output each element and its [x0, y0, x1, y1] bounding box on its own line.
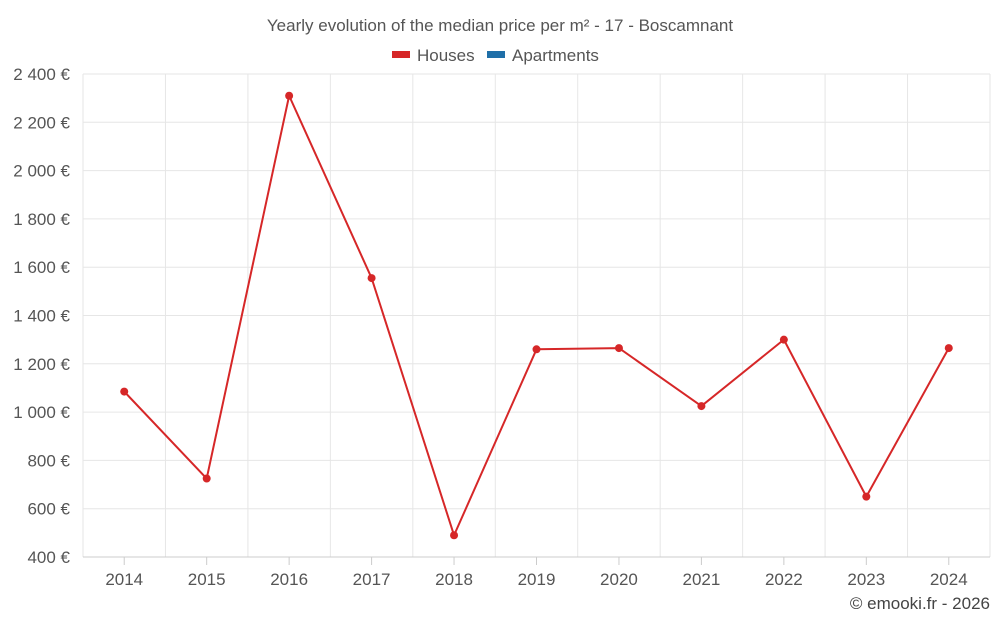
legend-swatch-apartments: [487, 51, 505, 58]
x-tick-label: 2022: [765, 570, 803, 589]
data-point-houses[interactable]: [532, 345, 541, 354]
x-tick-label: 2019: [518, 570, 556, 589]
x-tick-label: 2018: [435, 570, 473, 589]
plot-area: [120, 91, 953, 540]
x-tick-label: 2014: [105, 570, 143, 589]
data-point-houses[interactable]: [944, 344, 953, 353]
legend-item-apartments[interactable]: Apartments: [487, 46, 599, 65]
y-tick-label: 1 400 €: [13, 307, 70, 326]
gridlines: [82, 73, 991, 557]
legend: Houses Apartments: [392, 46, 599, 65]
y-tick-label: 2 200 €: [13, 113, 70, 132]
legend-swatch-houses: [392, 51, 410, 58]
data-point-houses[interactable]: [285, 91, 294, 100]
data-point-houses[interactable]: [779, 335, 788, 344]
y-tick-label: 2 000 €: [13, 162, 70, 181]
data-point-houses[interactable]: [367, 274, 376, 283]
data-point-houses[interactable]: [120, 387, 129, 396]
data-point-houses[interactable]: [450, 531, 459, 540]
y-tick-label: 2 400 €: [13, 65, 70, 84]
y-tick-label: 800 €: [27, 451, 70, 470]
x-axis-ticks: 2014 2015 2016 2017 2018 2019 2020 2021 2022 2023…: [105, 557, 968, 589]
legend-item-houses[interactable]: Houses: [392, 46, 475, 65]
y-tick-label: 1 800 €: [13, 210, 70, 229]
x-tick-label: 2024: [930, 570, 968, 589]
x-tick-label: 2017: [353, 570, 391, 589]
x-tick-label: 2016: [270, 570, 308, 589]
x-tick-label: 2023: [847, 570, 885, 589]
credit-text: © emooki.fr - 2026: [850, 594, 990, 613]
data-point-houses[interactable]: [697, 402, 706, 411]
y-tick-label: 1 000 €: [13, 403, 70, 422]
y-axis-ticks: 400 € 600 € 800 € 1 000 € 1 200 € 1 400 € 1 60…: [13, 65, 70, 567]
chart-title: Yearly evolution of the median price per…: [267, 16, 733, 35]
y-tick-label: 1 600 €: [13, 258, 70, 277]
data-point-houses[interactable]: [862, 492, 871, 501]
legend-label-houses: Houses: [417, 46, 475, 65]
legend-label-apartments: Apartments: [512, 46, 599, 65]
y-tick-label: 1 200 €: [13, 355, 70, 374]
y-tick-label: 400 €: [27, 548, 70, 567]
x-tick-label: 2015: [188, 570, 226, 589]
data-point-houses[interactable]: [614, 344, 623, 353]
x-tick-label: 2020: [600, 570, 638, 589]
data-point-houses[interactable]: [202, 474, 211, 483]
y-tick-label: 600 €: [27, 500, 70, 519]
x-tick-label: 2021: [682, 570, 720, 589]
